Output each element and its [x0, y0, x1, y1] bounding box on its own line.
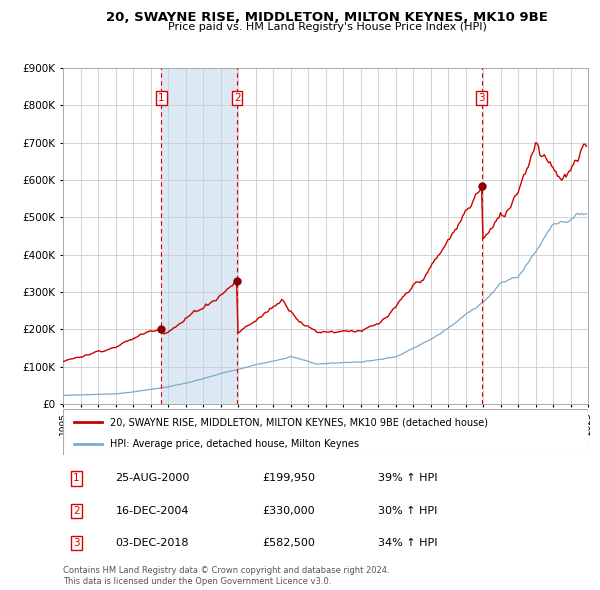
- Text: 3: 3: [478, 93, 485, 103]
- Text: 25-AUG-2000: 25-AUG-2000: [115, 473, 190, 483]
- Text: £330,000: £330,000: [263, 506, 315, 516]
- Text: HPI: Average price, detached house, Milton Keynes: HPI: Average price, detached house, Milt…: [110, 439, 359, 449]
- Text: 2: 2: [234, 93, 241, 103]
- Text: £199,950: £199,950: [263, 473, 316, 483]
- Text: £582,500: £582,500: [263, 539, 316, 549]
- Text: 34% ↑ HPI: 34% ↑ HPI: [378, 539, 437, 549]
- Text: This data is licensed under the Open Government Licence v3.0.: This data is licensed under the Open Gov…: [63, 577, 331, 586]
- Text: 39% ↑ HPI: 39% ↑ HPI: [378, 473, 437, 483]
- Text: 1: 1: [158, 93, 165, 103]
- Text: Price paid vs. HM Land Registry's House Price Index (HPI): Price paid vs. HM Land Registry's House …: [167, 22, 487, 32]
- Text: 03-DEC-2018: 03-DEC-2018: [115, 539, 189, 549]
- Text: 20, SWAYNE RISE, MIDDLETON, MILTON KEYNES, MK10 9BE (detached house): 20, SWAYNE RISE, MIDDLETON, MILTON KEYNE…: [110, 417, 488, 427]
- Text: 16-DEC-2004: 16-DEC-2004: [115, 506, 189, 516]
- Text: 3: 3: [73, 539, 79, 549]
- Text: 1: 1: [73, 473, 79, 483]
- Text: 20, SWAYNE RISE, MIDDLETON, MILTON KEYNES, MK10 9BE: 20, SWAYNE RISE, MIDDLETON, MILTON KEYNE…: [106, 11, 548, 24]
- Text: Contains HM Land Registry data © Crown copyright and database right 2024.: Contains HM Land Registry data © Crown c…: [63, 566, 389, 575]
- Text: 30% ↑ HPI: 30% ↑ HPI: [378, 506, 437, 516]
- Text: 2: 2: [73, 506, 79, 516]
- Bar: [161, 68, 237, 404]
